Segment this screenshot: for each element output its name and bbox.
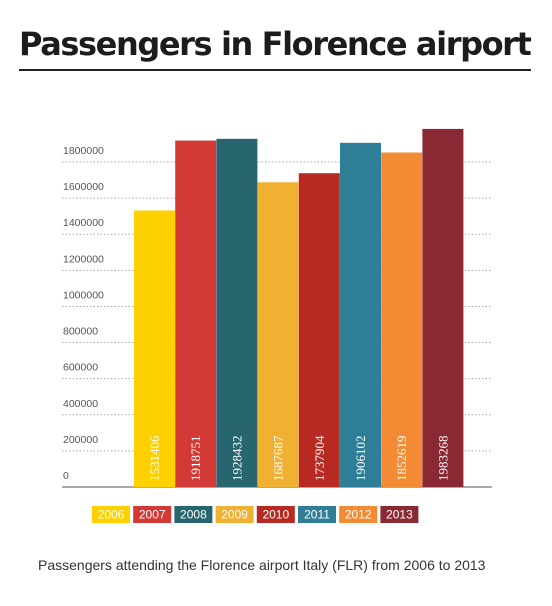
- legend-label: 2006: [98, 508, 125, 522]
- legend-label: 2012: [345, 508, 372, 522]
- legend-label: 2007: [139, 508, 166, 522]
- legend-swatch-2009: [215, 506, 254, 523]
- bar-2007: [175, 140, 217, 488]
- legend-label: 2009: [221, 508, 248, 522]
- bar-value-label: 1983268: [435, 436, 450, 482]
- legend-swatch-2011: [298, 506, 336, 523]
- chart-title: Passengers in Florence airport: [19, 25, 532, 63]
- title-divider: [19, 69, 531, 71]
- y-tick-label: 1000000: [63, 289, 104, 301]
- y-tick-label: 1600000: [63, 181, 104, 193]
- bar-value-label: 1737904: [312, 435, 327, 481]
- y-tick-label: 800000: [63, 326, 98, 338]
- bar-2011: [340, 142, 381, 487]
- legend-swatch-2010: [256, 506, 295, 523]
- legend-label: 2008: [180, 508, 207, 522]
- legend-swatch-2006: [92, 506, 130, 523]
- y-tick-label: 200000: [63, 434, 98, 446]
- bar-2009: [257, 182, 299, 487]
- bar-chart: 0 200000 400000 600000 800000 1000000 1200000 1…: [62, 128, 492, 523]
- y-tick-label: 1800000: [63, 145, 104, 157]
- legend-swatch-2007: [133, 506, 172, 523]
- bar-2013: [422, 128, 464, 487]
- y-tick-label: 1400000: [63, 217, 104, 229]
- bar-value-label: 1906102: [353, 436, 368, 482]
- y-tick-label: 1200000: [63, 253, 104, 265]
- legend-swatch-2013: [380, 506, 419, 523]
- legend-swatch-2012: [339, 506, 378, 523]
- y-tick-label: 600000: [63, 362, 98, 374]
- chart-caption: Passengers attending the Florence airpor…: [38, 557, 486, 573]
- legend-label: 2011: [304, 508, 330, 522]
- bar-value-label: 1852619: [394, 436, 409, 482]
- bar-2012: [381, 152, 423, 488]
- legend-label: 2013: [386, 508, 413, 522]
- bar-value-label: 1531406: [147, 435, 162, 481]
- y-tick-label: 0: [63, 470, 69, 482]
- bar-2010: [298, 173, 340, 487]
- bar-value-label: 1918751: [188, 436, 203, 482]
- legend-label: 2010: [262, 508, 289, 522]
- bar-value-label: 1687687: [271, 435, 286, 481]
- bar-2006: [134, 210, 175, 487]
- bar-2008: [216, 138, 258, 487]
- legend-swatch-2008: [174, 506, 213, 523]
- bar-value-label: 1928432: [229, 436, 244, 482]
- y-tick-label: 400000: [63, 398, 98, 410]
